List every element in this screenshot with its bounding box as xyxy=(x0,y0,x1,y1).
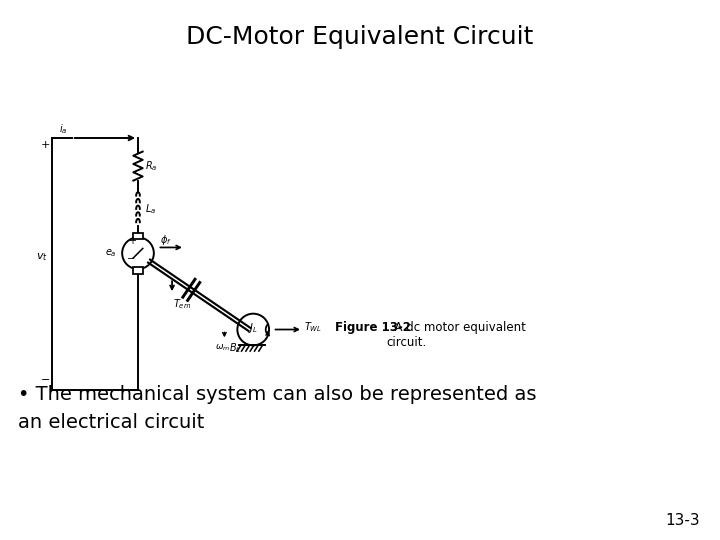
Bar xyxy=(133,233,143,239)
Text: +: + xyxy=(128,235,136,246)
Text: DC-Motor Equivalent Circuit: DC-Motor Equivalent Circuit xyxy=(186,25,534,49)
Text: $J_L$: $J_L$ xyxy=(248,321,257,335)
Text: A dc motor equivalent
circuit.: A dc motor equivalent circuit. xyxy=(387,321,526,349)
Text: −: − xyxy=(41,375,50,385)
Text: $v_t$: $v_t$ xyxy=(36,251,48,262)
Text: $L_a$: $L_a$ xyxy=(145,202,156,216)
Text: $\omega_m$: $\omega_m$ xyxy=(215,342,230,353)
Text: −: − xyxy=(127,254,135,264)
Bar xyxy=(133,267,143,274)
Text: +: + xyxy=(41,140,50,150)
Text: $e_a$: $e_a$ xyxy=(105,247,117,259)
Text: Figure 13-2: Figure 13-2 xyxy=(335,321,410,334)
Text: $T_{WL}$: $T_{WL}$ xyxy=(305,320,323,334)
Text: $T_{em}$: $T_{em}$ xyxy=(174,297,192,310)
Text: $i_a$: $i_a$ xyxy=(59,122,67,136)
Text: $R_a$: $R_a$ xyxy=(145,159,158,173)
Text: $\phi_f$: $\phi_f$ xyxy=(161,233,172,247)
Text: $B_L$: $B_L$ xyxy=(230,341,241,355)
Text: 13-3: 13-3 xyxy=(665,513,700,528)
Text: • The mechanical system can also be represented as
an electrical circuit: • The mechanical system can also be repr… xyxy=(18,385,536,432)
